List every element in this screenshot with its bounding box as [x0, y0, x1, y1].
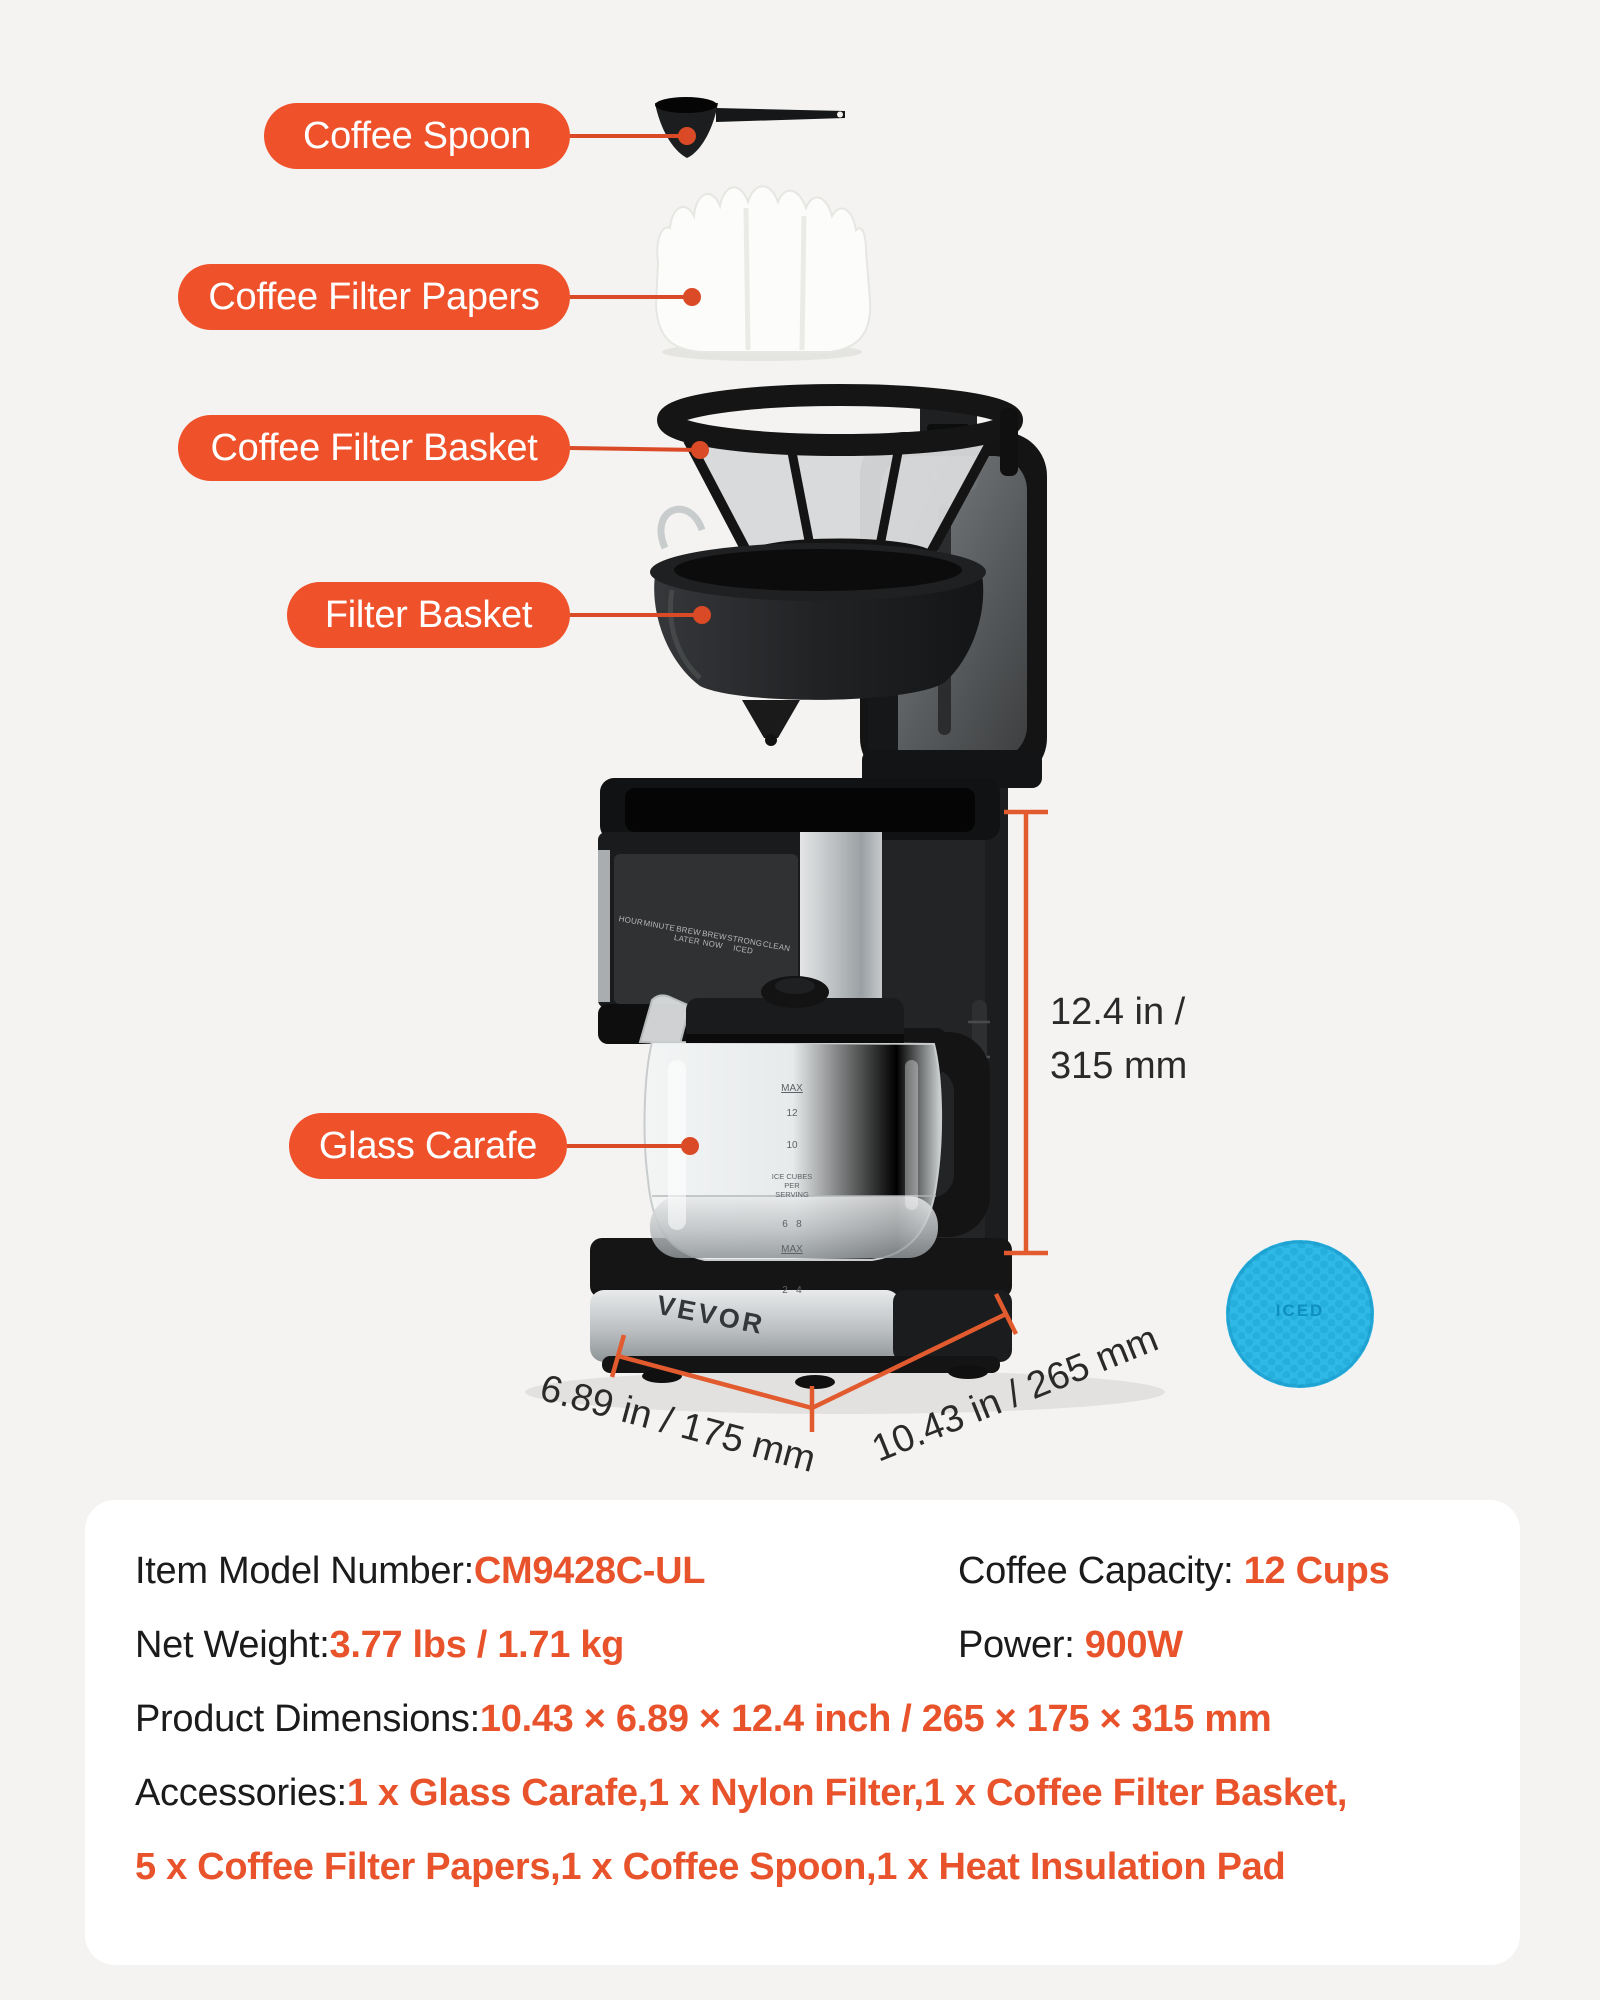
spec-row-3: Product Dimensions: 10.43 × 6.89 × 12.4 …: [135, 1682, 1508, 1756]
heat-insulation-pad: [1226, 1240, 1374, 1388]
spec-row-1: Item Model Number: CM9428C-UL Coffee Cap…: [135, 1534, 1508, 1608]
spec-power-label: Power:: [958, 1623, 1085, 1666]
spec-accessories-value: 1 x Glass Carafe,1 x Nylon Filter,1 x Co…: [346, 1771, 1348, 1814]
callout-coffee-spoon: Coffee Spoon: [264, 103, 570, 169]
callout-filter-basket: Filter Basket: [287, 582, 570, 648]
callout-label: Coffee Filter Papers: [208, 275, 540, 318]
spec-row-5: 5 x Coffee Filter Papers,1 x Coffee Spoo…: [135, 1830, 1508, 1904]
callout-coffee-filter-papers: Coffee Filter Papers: [178, 264, 570, 330]
spec-card: Item Model Number: CM9428C-UL Coffee Cap…: [85, 1500, 1520, 1965]
spec-power: Power: 900W: [958, 1624, 1183, 1667]
spec-weight-value: 3.77 lbs / 1.71 kg: [329, 1623, 625, 1666]
pad-embossed-text: ICED: [1275, 1301, 1325, 1320]
spec-dims-label: Product Dimensions:: [135, 1697, 480, 1740]
spec-weight: Net Weight: 3.77 lbs / 1.71 kg: [135, 1624, 958, 1667]
spec-accessories-label: Accessories:: [135, 1771, 347, 1814]
callout-label: Coffee Filter Basket: [210, 426, 538, 469]
callout-label: Coffee Spoon: [302, 114, 532, 157]
spec-capacity: Coffee Capacity: 12 Cups: [958, 1549, 1390, 1593]
filter-basket-illustration: [650, 505, 986, 746]
coffee-spoon-illustration: [655, 97, 845, 158]
spec-accessories-line2: 5 x Coffee Filter Papers,1 x Coffee Spoo…: [135, 1845, 1286, 1888]
spec-power-value: 900W: [1084, 1623, 1183, 1666]
callout-label: Filter Basket: [324, 593, 533, 636]
spec-row-2: Net Weight: 3.77 lbs / 1.71 kg Power: 90…: [135, 1608, 1508, 1682]
height-dimension-label: 12.4 in / 315 mm: [1050, 991, 1188, 1087]
callout-label: Glass Carafe: [318, 1124, 538, 1167]
callout-coffee-filter-basket: Coffee Filter Basket: [178, 415, 570, 481]
spec-model: Item Model Number: CM9428C-UL: [135, 1550, 958, 1593]
spec-capacity-label: Coffee Capacity:: [958, 1549, 1244, 1592]
spec-capacity-value: 12 Cups: [1243, 1549, 1390, 1592]
leader-lines: [567, 127, 711, 1155]
dimension-lines: [609, 809, 1048, 1432]
filter-papers-illustration: [654, 185, 872, 361]
spec-dims-value: 10.43 × 6.89 × 12.4 inch / 265 × 175 × 3…: [479, 1697, 1272, 1740]
spec-row-4: Accessories: 1 x Glass Carafe,1 x Nylon …: [135, 1756, 1508, 1830]
spec-model-label: Item Model Number:: [135, 1549, 474, 1592]
callout-glass-carafe: Glass Carafe: [289, 1113, 567, 1179]
carafe-scale-markings: MAX 12 10 ICE CUBES PER SERVING 6 8 MAX …: [771, 1082, 813, 1297]
spec-weight-label: Net Weight:: [135, 1623, 330, 1666]
spec-model-value: CM9428C-UL: [473, 1549, 706, 1592]
